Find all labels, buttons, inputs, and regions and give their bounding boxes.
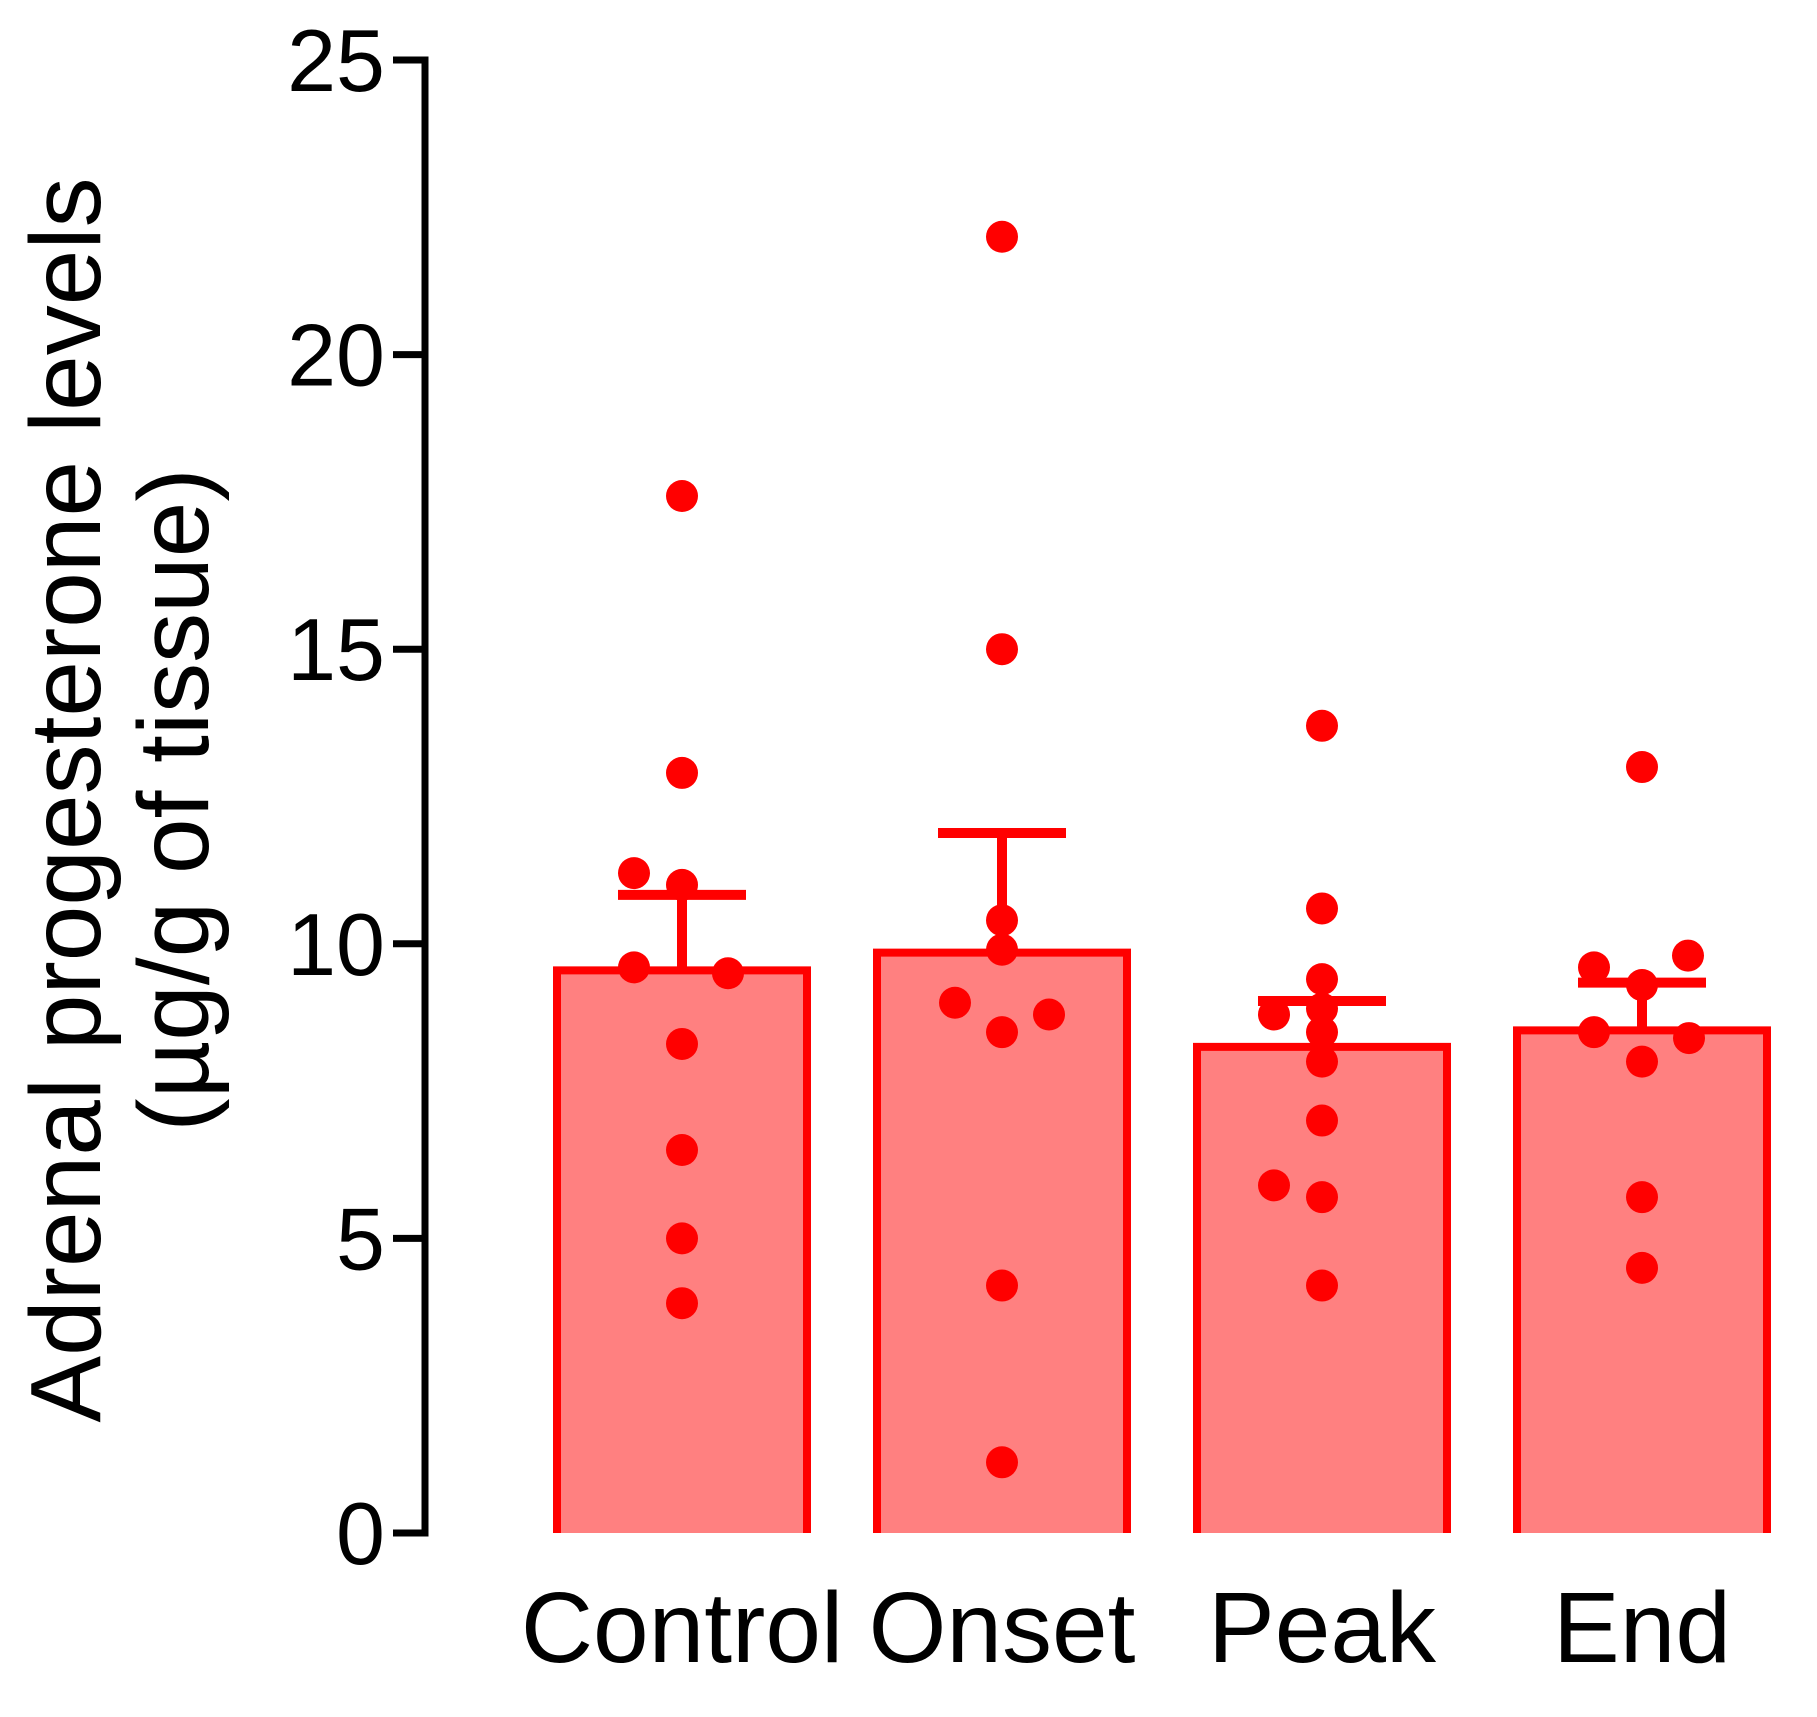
data-point [986,220,1018,253]
data-point [1306,1045,1338,1078]
data-point [986,1269,1018,1302]
y-tick-label-15: 15 [287,600,385,699]
data-point [986,904,1018,937]
x-label-control: Control [521,1572,843,1684]
y-tick-label-20: 20 [287,306,385,405]
data-point [618,951,650,984]
x-label-onset: Onset [869,1572,1136,1684]
data-point [1306,1269,1338,1302]
y-axis-title-line1: Adrenal progesterone levels [10,177,122,1422]
data-point [1258,1169,1290,1202]
data-point [1306,992,1338,1025]
y-tick-label-0: 0 [336,1484,385,1583]
y-tick-label-10: 10 [287,895,385,994]
data-point [1673,1022,1705,1055]
y-tick-label-25: 25 [287,11,385,110]
data-point [1306,1016,1338,1049]
data-point [666,480,698,513]
data-point [1626,1251,1658,1284]
data-point [986,633,1018,666]
data-point [1626,1181,1658,1214]
data-point [666,756,698,789]
data-point [1033,998,1065,1031]
data-point [712,957,744,990]
data-point [666,868,698,901]
data-point [986,1446,1018,1479]
data-point [1306,709,1338,742]
x-label-peak: Peak [1208,1572,1437,1684]
data-point [1306,963,1338,996]
y-axis-ticks [393,56,425,1537]
data-point [1306,1181,1338,1214]
data-point [666,1134,698,1167]
data-point [1258,998,1290,1031]
plot-area [553,220,1771,1533]
data-point [1578,1016,1610,1049]
data-point [939,986,971,1019]
bar-onset [877,952,1127,1533]
data-point [666,1287,698,1320]
data-point [1578,951,1610,984]
data-point [1626,969,1658,1002]
data-point [1306,892,1338,925]
y-axis-title-line2: (µg/g of tissue) [118,468,230,1131]
data-point [666,1222,698,1255]
data-point [618,857,650,890]
y-tick-label-5: 5 [336,1189,385,1288]
data-point [1626,751,1658,784]
data-point [986,933,1018,966]
data-point [1626,1045,1658,1078]
data-point [666,1027,698,1060]
x-label-end: End [1553,1572,1731,1684]
data-point [1672,939,1704,972]
data-point [986,1016,1018,1049]
data-point [1306,1104,1338,1137]
